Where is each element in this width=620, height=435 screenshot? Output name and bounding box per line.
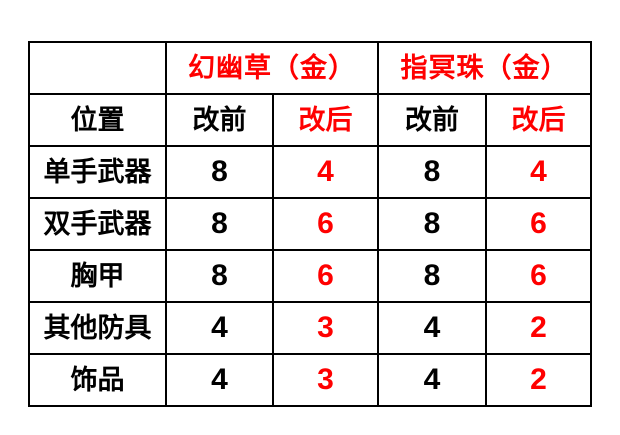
header-position: 位置 [28, 93, 167, 147]
row-label: 胸甲 [28, 249, 167, 303]
table-row: 胸甲 8 6 8 6 [28, 249, 592, 303]
cell-value: 8 [377, 145, 487, 199]
cell-value: 8 [377, 197, 487, 251]
row-label: 饰品 [28, 353, 167, 407]
table-row: 单手武器 8 4 8 4 [28, 145, 592, 199]
cell-value: 3 [272, 301, 379, 355]
header-before-2: 改前 [377, 93, 487, 147]
cell-value: 4 [165, 301, 274, 355]
cell-value: 4 [165, 353, 274, 407]
cell-value: 8 [165, 145, 274, 199]
cell-value: 8 [165, 249, 274, 303]
cell-value: 6 [272, 197, 379, 251]
cell-value: 2 [485, 301, 592, 355]
header-after-1: 改后 [272, 93, 379, 147]
cell-value: 4 [377, 353, 487, 407]
cell-value: 8 [377, 249, 487, 303]
group-header-huanyoucao: 幻幽草（金） [165, 41, 379, 95]
cell-value: 6 [272, 249, 379, 303]
header-after-2: 改后 [485, 93, 592, 147]
header-before-1: 改前 [165, 93, 274, 147]
cell-value: 8 [165, 197, 274, 251]
row-label: 单手武器 [28, 145, 167, 199]
sub-header-row: 位置 改前 改后 改前 改后 [28, 93, 592, 147]
group-header-zhimingzhu: 指冥珠（金） [377, 41, 592, 95]
table-row: 饰品 4 3 4 2 [28, 353, 592, 407]
row-label: 其他防具 [28, 301, 167, 355]
cell-value: 4 [377, 301, 487, 355]
cell-value: 4 [485, 145, 592, 199]
cell-value: 6 [485, 249, 592, 303]
cell-value: 2 [485, 353, 592, 407]
cell-value: 6 [485, 197, 592, 251]
cell-value: 4 [272, 145, 379, 199]
materials-cost-table: 幻幽草（金） 指冥珠（金） 位置 改前 改后 改前 改后 单手武器 8 4 8 … [28, 41, 592, 407]
cell-value: 3 [272, 353, 379, 407]
table-row: 其他防具 4 3 4 2 [28, 301, 592, 355]
row-label: 双手武器 [28, 197, 167, 251]
table-row: 双手武器 8 6 8 6 [28, 197, 592, 251]
corner-blank-cell [28, 41, 167, 95]
group-header-row: 幻幽草（金） 指冥珠（金） [28, 41, 592, 95]
